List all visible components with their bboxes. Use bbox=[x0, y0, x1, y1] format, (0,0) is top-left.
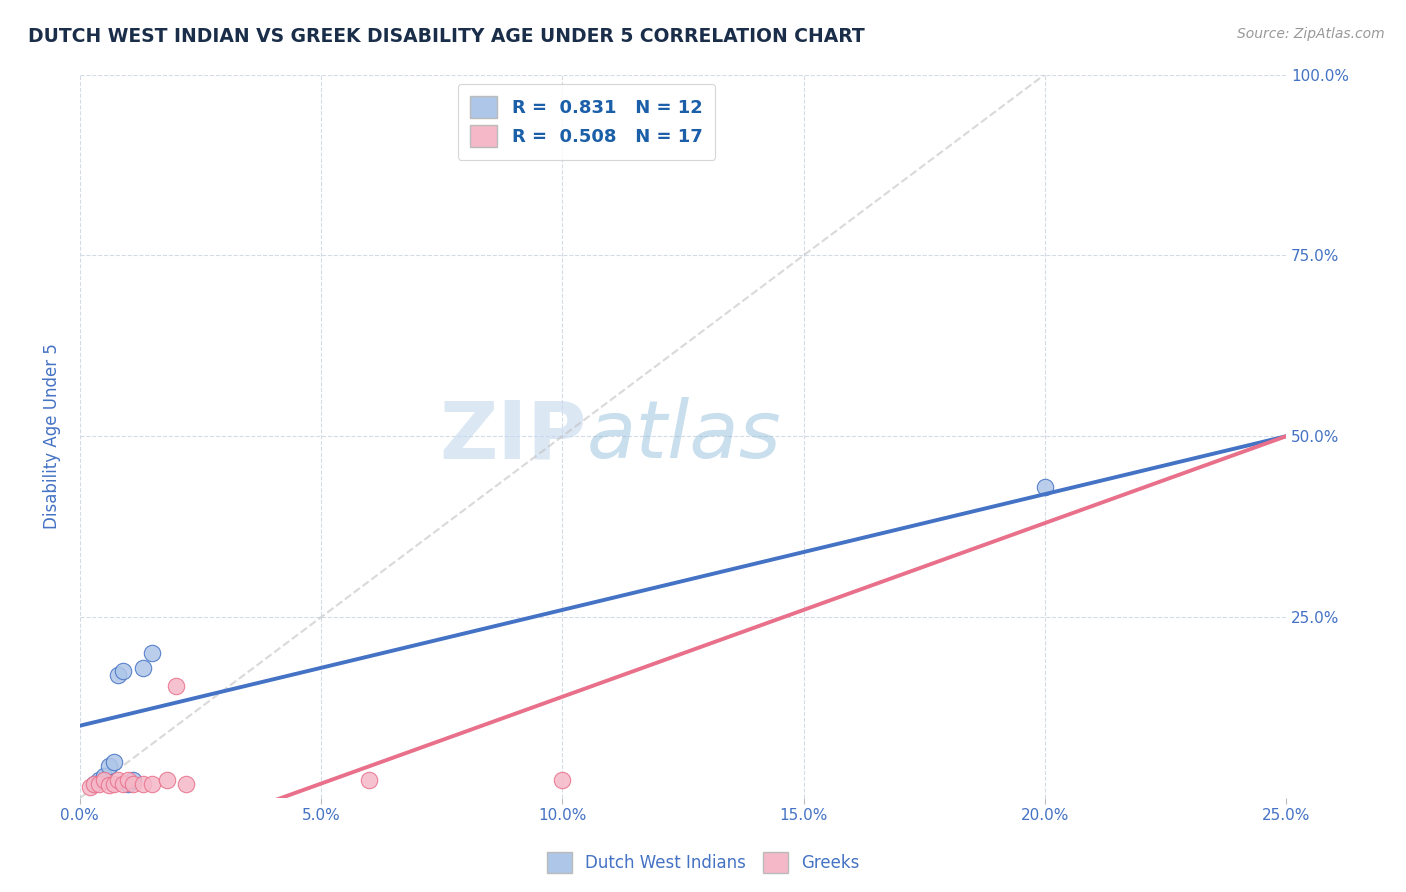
Point bbox=[141, 776, 163, 790]
Point bbox=[156, 772, 179, 787]
Point bbox=[551, 772, 574, 787]
Point bbox=[112, 776, 135, 790]
Point bbox=[165, 679, 187, 693]
Legend: Dutch West Indians, Greeks: Dutch West Indians, Greeks bbox=[540, 846, 866, 880]
Point bbox=[93, 772, 115, 787]
Point bbox=[97, 758, 120, 772]
Point bbox=[103, 755, 125, 769]
Y-axis label: Disability Age Under 5: Disability Age Under 5 bbox=[44, 343, 60, 529]
Point bbox=[359, 772, 381, 787]
Point bbox=[83, 776, 105, 790]
Legend: R =  0.831   N = 12, R =  0.508   N = 17: R = 0.831 N = 12, R = 0.508 N = 17 bbox=[457, 84, 716, 160]
Point bbox=[107, 772, 129, 787]
Point bbox=[83, 776, 105, 790]
Point bbox=[1033, 480, 1056, 494]
Point bbox=[93, 769, 115, 783]
Point bbox=[117, 776, 139, 790]
Point bbox=[112, 665, 135, 679]
Point bbox=[122, 776, 145, 790]
Point bbox=[103, 776, 125, 790]
Point bbox=[97, 778, 120, 792]
Point bbox=[174, 776, 197, 790]
Point bbox=[107, 668, 129, 682]
Point bbox=[141, 646, 163, 660]
Point bbox=[89, 776, 111, 790]
Point bbox=[131, 776, 153, 790]
Point bbox=[79, 780, 101, 795]
Point bbox=[122, 772, 145, 787]
Text: ZIP: ZIP bbox=[439, 397, 586, 475]
Text: Source: ZipAtlas.com: Source: ZipAtlas.com bbox=[1237, 27, 1385, 41]
Point bbox=[89, 772, 111, 787]
Point bbox=[131, 661, 153, 675]
Point bbox=[117, 772, 139, 787]
Text: DUTCH WEST INDIAN VS GREEK DISABILITY AGE UNDER 5 CORRELATION CHART: DUTCH WEST INDIAN VS GREEK DISABILITY AG… bbox=[28, 27, 865, 45]
Text: atlas: atlas bbox=[586, 397, 782, 475]
